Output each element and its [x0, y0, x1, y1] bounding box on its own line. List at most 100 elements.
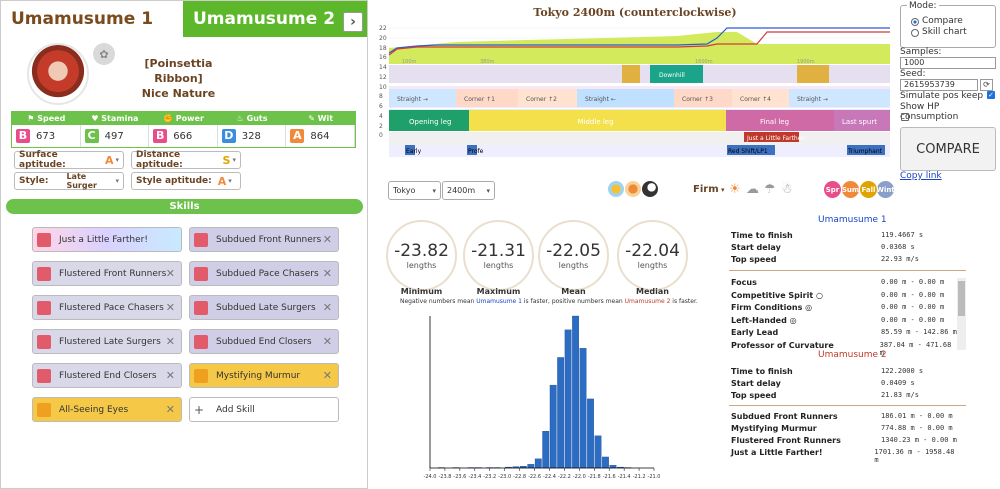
radio-label: Skill chart — [922, 27, 967, 37]
scrollbar-thumb[interactable] — [958, 281, 965, 316]
distance-mark-label: 380m — [480, 59, 495, 65]
x-tick-label: -21.8 — [588, 474, 601, 480]
track-select[interactable]: Tokyo ▾ — [388, 181, 441, 200]
chevron-down-icon: ▾ — [115, 156, 119, 164]
stat-circle-unit: lengths — [483, 261, 514, 270]
stat-circle-value: -22.04 — [625, 241, 680, 261]
result-value: 119.4667 s — [881, 231, 924, 239]
skill-item[interactable]: Subdued Pace Chasers ✕ — [189, 261, 339, 286]
skill-item[interactable]: Flustered End Closers ✕ — [32, 363, 182, 388]
skill-item[interactable]: Flustered Late Surgers ✕ — [32, 329, 182, 354]
x-tick-label: -22.2 — [558, 474, 571, 480]
stat-speed[interactable]: B 673 — [12, 125, 81, 147]
sim-pos-keep-checkbox[interactable]: ✓ — [987, 91, 995, 99]
result-key: Subdued Front Runners — [731, 412, 838, 421]
skill-name: Subdued Late Surgers — [216, 302, 316, 313]
uma-portrait[interactable] — [27, 43, 89, 105]
next-tab-button[interactable]: › — [343, 12, 363, 32]
skills-header: Skills — [6, 199, 363, 214]
result-value: 0.0368 s — [881, 243, 915, 251]
weather-sunny-icon[interactable]: ☀ — [729, 182, 741, 197]
skill-item[interactable]: Subdued Late Surgers ✕ — [189, 295, 339, 320]
weather-rainy-icon[interactable]: ☂ — [764, 182, 776, 197]
season-winter-button[interactable]: Wint — [876, 181, 895, 198]
copy-link[interactable]: Copy link — [900, 171, 942, 181]
histogram-bar — [542, 431, 550, 469]
remove-skill-icon[interactable]: ✕ — [165, 403, 175, 416]
compare-button[interactable]: COMPARE — [900, 127, 996, 171]
skill-item[interactable]: Subdued Front Runners ✕ — [189, 227, 339, 252]
weather-snowy-icon[interactable]: ☃ — [781, 182, 793, 197]
seed-input[interactable]: 2615953739 — [900, 79, 978, 91]
remove-skill-icon[interactable]: ✕ — [322, 335, 332, 348]
histogram-bar — [609, 465, 617, 469]
y-tick-label: 22 — [379, 25, 387, 32]
time-night-icon[interactable] — [642, 181, 658, 197]
stat-wit[interactable]: A 864 — [286, 125, 355, 147]
skill-mark-label: Profe — [468, 148, 484, 155]
time-evening-icon[interactable] — [625, 181, 641, 197]
histogram-bar — [594, 435, 602, 469]
remove-skill-icon[interactable]: ✕ — [322, 369, 332, 382]
mode-skill-chart-radio[interactable]: Skill chart — [911, 27, 995, 38]
samples-input[interactable]: 1000 — [900, 57, 996, 69]
result-key: Top speed — [731, 255, 777, 264]
race-phase — [469, 110, 726, 131]
distance-aptitude-select[interactable]: Distance aptitude: S ▾ — [131, 150, 241, 170]
race-phase-label: Middle leg — [578, 118, 614, 126]
result-title: Umamusume 2 — [818, 350, 887, 360]
skill-item[interactable]: Flustered Pace Chasers ✕ — [32, 295, 182, 320]
season-summer-button[interactable]: Sum — [842, 181, 859, 198]
skill-icon — [194, 232, 208, 247]
skill-item[interactable]: All-Seeing Eyes ✕ — [32, 397, 182, 422]
skill-icon — [194, 266, 208, 281]
add-skill-button[interactable]: + Add Skill — [189, 397, 339, 422]
remove-skill-icon[interactable]: ✕ — [322, 233, 332, 246]
tab-umamusume-2[interactable]: Umamusume 2 › — [183, 1, 367, 37]
stat-power[interactable]: B 666 — [149, 125, 218, 147]
skill-item[interactable]: Mystifying Murmur ✕ — [189, 363, 339, 388]
remove-skill-icon[interactable]: ✕ — [165, 369, 175, 382]
result-key: Mystifying Murmur — [731, 424, 817, 433]
result-row: Mystifying Murmur 774.88 m - 0.00 m — [731, 424, 959, 433]
stat-guts[interactable]: D 328 — [218, 125, 287, 147]
stat-stamina[interactable]: C 497 — [81, 125, 150, 147]
result-key: Time to finish — [731, 367, 793, 376]
course-band — [389, 132, 890, 146]
remove-skill-icon[interactable]: ✕ — [165, 335, 175, 348]
result-value: 387.04 m - 471.68 m — [879, 341, 952, 357]
surface-aptitude-select[interactable]: Surface aptitude: A ▾ — [14, 150, 124, 170]
y-tick-label: 10 — [379, 84, 387, 91]
random-seed-icon[interactable]: ⟳ — [980, 79, 993, 91]
results-scrollbar[interactable] — [957, 278, 966, 350]
skill-item[interactable]: Subdued End Closers ✕ — [189, 329, 339, 354]
grade-badge: D — [221, 129, 236, 143]
result-row: Subdued Front Runners 186.01 m - 0.00 m — [731, 412, 959, 421]
show-hp-checkbox[interactable] — [901, 113, 909, 121]
remove-skill-icon[interactable]: ✕ — [322, 267, 332, 280]
show-hp-label: Show HP consumption — [900, 102, 959, 122]
stat-circle-unit: lengths — [637, 261, 668, 270]
season-fall-button[interactable]: Fall — [860, 181, 877, 198]
ground-condition-select[interactable]: Firm ▾ — [693, 184, 725, 195]
tab-label: Umamusume 2 — [193, 9, 336, 29]
weather-cloudy-icon[interactable]: ☁ — [746, 182, 759, 197]
style-aptitude-select[interactable]: Style aptitude: A ▾ — [131, 172, 241, 190]
skill-name: Flustered End Closers — [59, 370, 157, 381]
time-morning-icon[interactable] — [608, 181, 624, 197]
distance-select[interactable]: 2400m ▾ — [442, 181, 495, 200]
remove-skill-icon[interactable]: ✕ — [165, 301, 175, 314]
remove-skill-icon[interactable]: ✕ — [322, 301, 332, 314]
stat-minimum: -23.82 lengths — [386, 220, 457, 291]
skill-item[interactable]: Flustered Front Runners ✕ — [32, 261, 182, 286]
style-select[interactable]: Style: Late Surger ▾ — [14, 172, 124, 190]
tab-umamusume-1[interactable]: Umamusume 1 — [1, 1, 183, 37]
remove-skill-icon[interactable]: ✕ — [165, 267, 175, 280]
season-spring-button[interactable]: Spr — [824, 181, 841, 198]
skill-item[interactable]: Just a Little Farther! — [32, 227, 182, 252]
distance-mark-label: 1900m — [797, 59, 815, 65]
mode-compare-radio[interactable]: Compare — [911, 16, 995, 27]
outfit-name: [Poinsettia Ribbon] — [144, 57, 213, 85]
uphill-segment — [622, 65, 640, 83]
race-phase — [389, 110, 469, 131]
